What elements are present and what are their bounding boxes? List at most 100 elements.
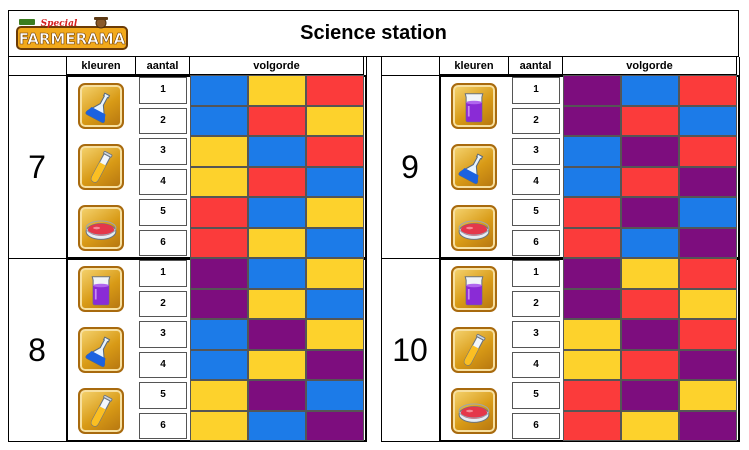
aantal-cell: 6: [512, 229, 560, 256]
red-swatch: [621, 349, 679, 380]
red-dish-icon: [78, 204, 124, 251]
aantal-cell: 5: [139, 382, 187, 409]
blue-swatch: [679, 197, 737, 228]
purple-swatch: [306, 349, 364, 380]
aantal-cell: 3: [512, 138, 560, 165]
red-swatch: [306, 136, 364, 167]
page-title: Science station: [300, 22, 447, 44]
yellow-swatch: [190, 166, 248, 197]
yellow-swatch: [248, 227, 306, 258]
aantal-cell: 2: [139, 290, 187, 317]
blue-swatch: [248, 197, 306, 228]
aantal-cell: 2: [512, 107, 560, 134]
red-swatch: [679, 136, 737, 167]
aantal-cell: 1: [512, 77, 560, 104]
purple-swatch: [621, 319, 679, 350]
purple-swatch: [563, 105, 621, 136]
purple-swatch: [679, 349, 737, 380]
blue-swatch: [190, 75, 248, 106]
red-swatch: [679, 258, 737, 289]
blue-swatch: [190, 349, 248, 380]
title-bar: FARMERAMA Special Science station: [8, 10, 739, 57]
yellow-swatch: [621, 410, 679, 441]
yellow-swatch: [190, 410, 248, 441]
column-header-volgorde: volgorde: [563, 57, 737, 75]
yellow-tube-icon: [451, 326, 497, 373]
blue-swatch: [306, 288, 364, 319]
red-swatch: [563, 197, 621, 228]
aantal-cell: 3: [139, 138, 187, 165]
group-number: 8: [8, 258, 66, 441]
blue-flask-icon: [78, 326, 124, 373]
red-swatch: [563, 380, 621, 411]
yellow-swatch: [679, 288, 737, 319]
purple-swatch: [248, 319, 306, 350]
purple-swatch: [621, 380, 679, 411]
purple-swatch: [621, 136, 679, 167]
yellow-tube-icon: [78, 387, 124, 434]
blue-swatch: [248, 258, 306, 289]
aantal-cell: 1: [139, 77, 187, 104]
aantal-cell: 6: [139, 412, 187, 439]
blue-swatch: [190, 319, 248, 350]
red-swatch: [563, 410, 621, 441]
aantal-cell: 2: [512, 290, 560, 317]
purple-swatch: [306, 410, 364, 441]
purple-swatch: [248, 380, 306, 411]
blue-swatch: [306, 380, 364, 411]
purple-swatch: [563, 288, 621, 319]
aantal-cell: 4: [139, 168, 187, 195]
purple-swatch: [190, 258, 248, 289]
aantal-cell: 3: [139, 321, 187, 348]
group-number: 9: [381, 75, 439, 258]
red-swatch: [248, 166, 306, 197]
column-header-aantal: aantal: [509, 57, 563, 75]
yellow-swatch: [306, 258, 364, 289]
column-header-kleuren: kleuren: [439, 57, 509, 75]
yellow-swatch: [248, 75, 306, 106]
yellow-swatch: [306, 105, 364, 136]
blue-swatch: [248, 136, 306, 167]
blue-swatch: [563, 136, 621, 167]
red-swatch: [306, 75, 364, 106]
aantal-cell: 4: [512, 168, 560, 195]
column-header-aantal: aantal: [136, 57, 190, 75]
purple-beaker-icon: [451, 265, 497, 312]
yellow-swatch: [563, 349, 621, 380]
yellow-swatch: [306, 319, 364, 350]
red-dish-icon: [451, 204, 497, 251]
aantal-cell: 5: [512, 382, 560, 409]
logo-subtext: Special: [41, 19, 78, 29]
aantal-cell: 6: [139, 229, 187, 256]
farmerama-logo: FARMERAMA Special: [15, 15, 129, 51]
purple-swatch: [679, 166, 737, 197]
aantal-cell: 4: [139, 351, 187, 378]
blue-swatch: [190, 105, 248, 136]
red-swatch: [248, 105, 306, 136]
blue-swatch: [306, 227, 364, 258]
aantal-cell: 3: [512, 321, 560, 348]
aantal-cell: 6: [512, 412, 560, 439]
red-swatch: [621, 288, 679, 319]
yellow-swatch: [621, 258, 679, 289]
yellow-swatch: [679, 380, 737, 411]
purple-swatch: [563, 258, 621, 289]
group-number: 10: [381, 258, 439, 441]
aantal-cell: 1: [512, 260, 560, 287]
blue-swatch: [306, 166, 364, 197]
red-swatch: [679, 75, 737, 106]
blue-swatch: [563, 166, 621, 197]
purple-beaker-icon: [78, 265, 124, 312]
purple-swatch: [621, 197, 679, 228]
blue-swatch: [621, 75, 679, 106]
aantal-cell: 5: [139, 199, 187, 226]
aantal-cell: 2: [139, 107, 187, 134]
yellow-swatch: [563, 319, 621, 350]
red-swatch: [190, 227, 248, 258]
column-header-kleuren: kleuren: [66, 57, 136, 75]
purple-beaker-icon: [451, 82, 497, 129]
yellow-swatch: [190, 380, 248, 411]
yellow-tube-icon: [78, 143, 124, 190]
aantal-cell: 1: [139, 260, 187, 287]
